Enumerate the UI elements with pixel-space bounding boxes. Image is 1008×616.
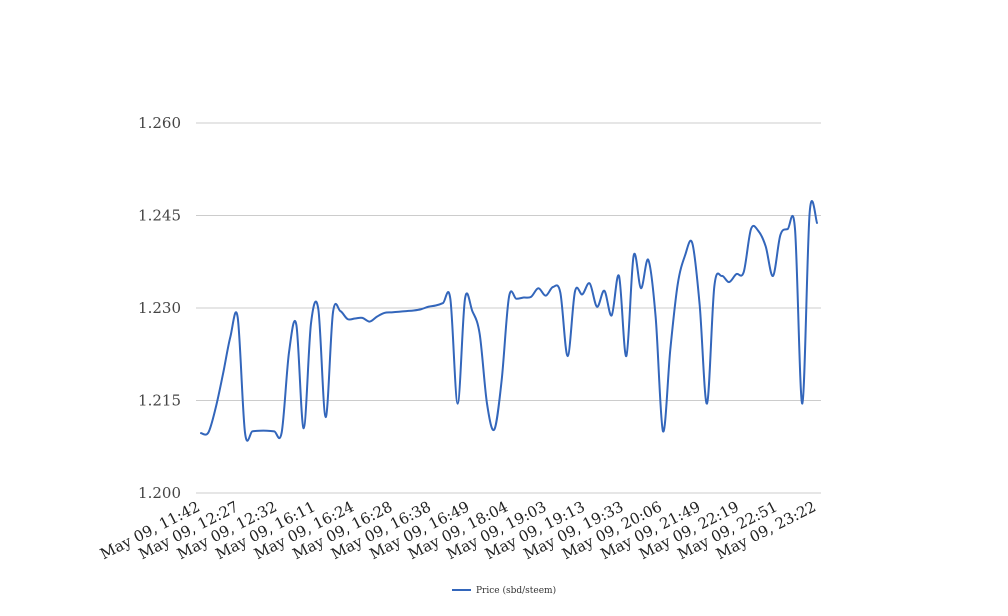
legend-label: Price (sbd/steem) [476,585,556,596]
y-tick-label: 1.260 [138,114,181,132]
series-layer [200,200,818,442]
legend: Price (sbd/steem) [452,585,556,596]
y-tick-label: 1.230 [138,299,181,317]
y-tick-label: 1.200 [138,484,181,502]
y-tick-label: 1.245 [138,207,181,225]
y-axis-ticks: 1.200 1.215 1.230 1.245 1.260 [138,114,181,502]
series-line-price [200,200,818,442]
y-tick-label: 1.215 [138,392,181,410]
